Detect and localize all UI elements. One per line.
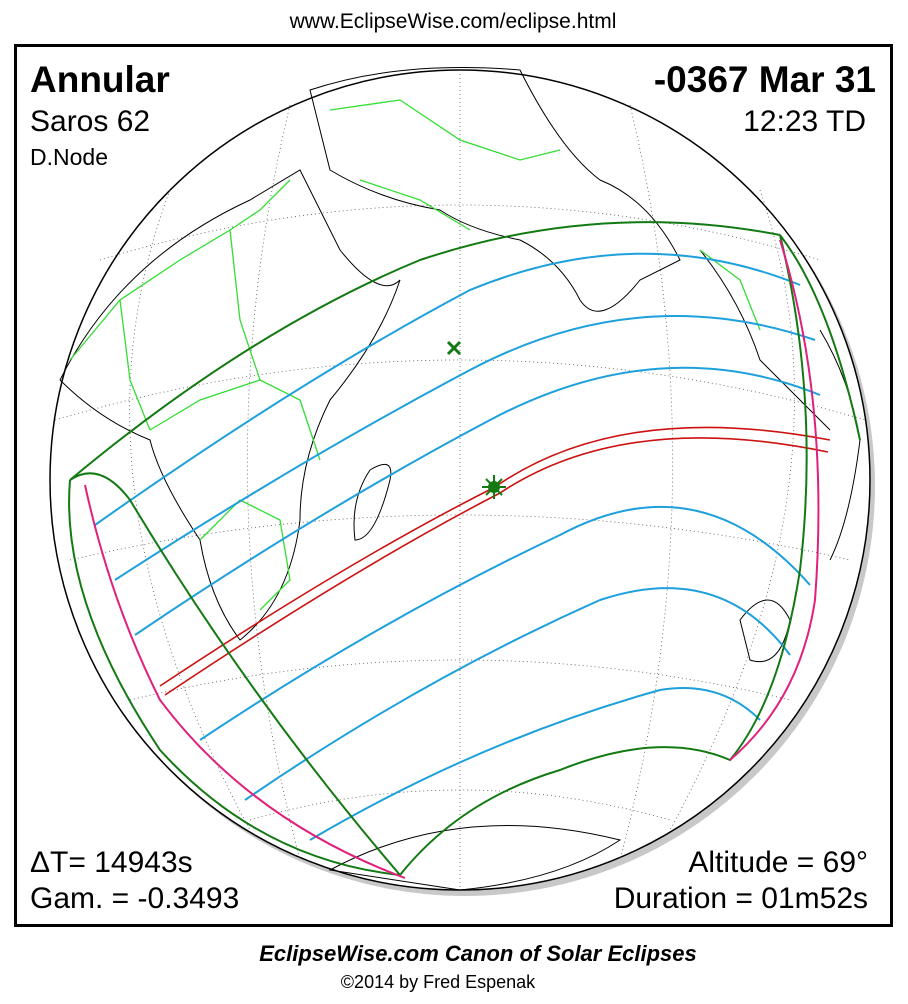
date: -0367 Mar 31 <box>654 59 876 100</box>
gamma: Gam. = -0.3493 <box>30 882 239 915</box>
time: 12:23 TD <box>743 105 866 138</box>
eclipse-type: Annular <box>30 59 170 100</box>
node: D.Node <box>30 144 108 170</box>
footer-title: EclipseWise.com Canon of Solar Eclipses <box>259 941 697 966</box>
altitude: Altitude = 69° <box>688 846 868 879</box>
url: www.EclipseWise.com/eclipse.html <box>289 10 617 33</box>
duration: Duration = 01m52s <box>614 882 868 915</box>
globe <box>49 67 875 896</box>
saros: Saros 62 <box>30 105 150 138</box>
delta-t: ΔT= 14943s <box>30 846 193 879</box>
credit: ©2014 by Fred Espenak <box>341 972 536 992</box>
